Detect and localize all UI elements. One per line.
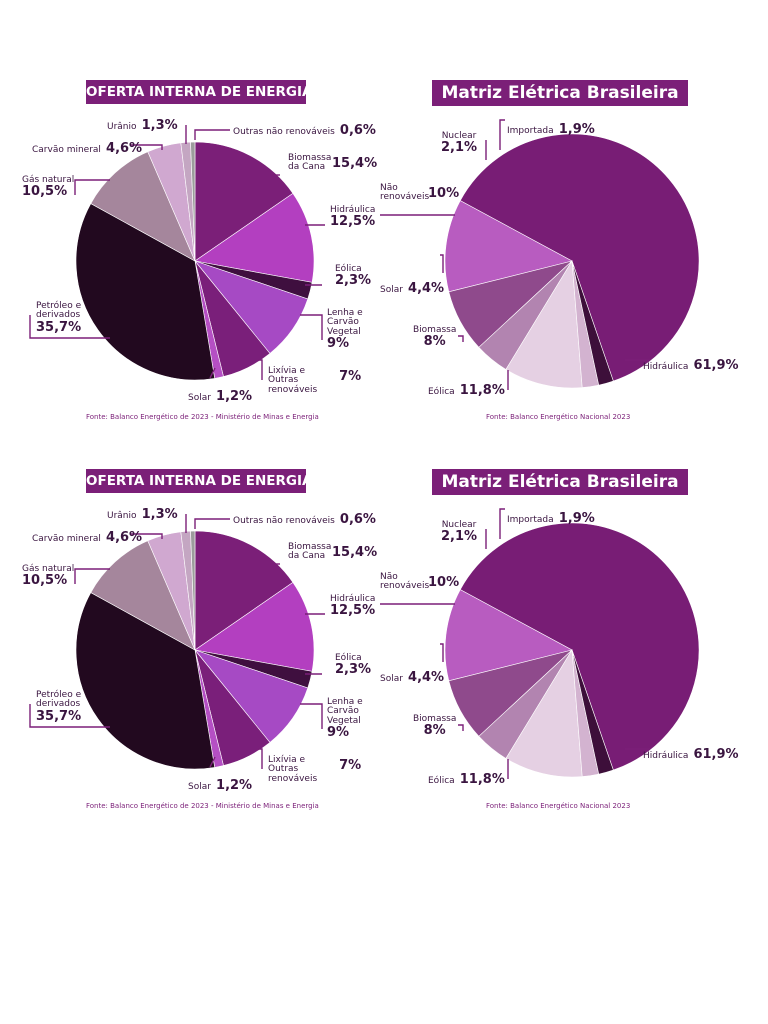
label-solar: Solar 1,2%	[188, 778, 253, 793]
meb-source: Fonte: Balanco Energético Nacional 2023	[486, 413, 631, 421]
meb-slice-importada	[571, 260, 614, 386]
label-solar-eletrica: Solar 4,4%	[380, 670, 445, 685]
label-eolica-eletrica: Eólica 11,8%	[428, 772, 505, 787]
oie-source: Fonte: Balanco Energético de 2023 - Mini…	[86, 413, 319, 421]
meb-slice-nao-renovaveis	[505, 649, 583, 778]
label-nuclear: Nuclear 2,1%	[441, 520, 478, 545]
label-eolica-eletrica: Eólica 11,8%	[428, 383, 505, 398]
label-lixivia: Lixívia e Outras renováveis 7%	[268, 366, 362, 395]
oie-slice-gas-natural	[90, 540, 196, 651]
label-lenha: Lenha e Carvão Vegetal 9%	[327, 308, 363, 352]
meb-source: Fonte: Balanco Energético Nacional 2023	[486, 802, 631, 810]
label-gas-natural: Gás natural 10,5%	[22, 564, 75, 589]
oie-chart-title: OFERTA INTERNA DE ENERGIA	[86, 80, 312, 104]
meb-slice-importada	[571, 649, 614, 775]
label-hidraulica: Hidráulica 12,5%	[330, 594, 376, 619]
oie-slice-biomassa-da-cana	[194, 530, 294, 651]
label-uranio: Urânio 1,3%	[107, 118, 178, 133]
meb-chart-title: Matriz Elétrica Brasileira	[432, 80, 688, 106]
oie-slice-hidraulica	[194, 581, 315, 672]
meb-slice-hidraulica	[459, 522, 700, 771]
label-gas-natural: Gás natural 10,5%	[22, 175, 75, 200]
label-outras-nao-renovaveis: Outras não renováveis 0,6%	[233, 512, 376, 527]
label-hidraulica: Hidráulica 12,5%	[330, 205, 376, 230]
oie-slice-biomassa-da-cana	[194, 141, 294, 262]
oie-slice-outras-nao-renovaveis	[190, 141, 196, 262]
label-hidraulica-eletrica: Hidráulica 61,9%	[643, 358, 739, 373]
pie-charts-svg	[29, 119, 700, 390]
label-lenha: Lenha e Carvão Vegetal 9%	[327, 697, 363, 741]
oie-slice-hidraulica	[194, 192, 315, 283]
oie-slice-petroleo-e-derivados	[75, 203, 216, 381]
label-lixivia: Lixívia e Outras renováveis 7%	[268, 755, 362, 784]
label-petroleo: Petróleo e derivados 35,7%	[36, 301, 82, 335]
chart-panel: OFERTA INTERNA DE ENERGIA Matriz Elétric…	[0, 80, 768, 460]
label-carvao-mineral: Carvão mineral 4,6%	[32, 141, 143, 156]
label-carvao-mineral: Carvão mineral 4,6%	[32, 530, 143, 545]
chart-panel: OFERTA INTERNA DE ENERGIA Matriz Elétric…	[0, 469, 768, 849]
label-biomassa-cana: Biomassa da Cana 15,4%	[288, 542, 378, 562]
oie-slice-outras-nao-renovaveis	[190, 530, 196, 651]
meb-slice-nao-renovaveis	[505, 260, 583, 389]
pie-charts-svg	[29, 508, 700, 779]
meb-chart-title: Matriz Elétrica Brasileira	[432, 469, 688, 495]
meb-slice-eolica	[444, 200, 573, 293]
oie-source: Fonte: Balanco Energético de 2023 - Mini…	[86, 802, 319, 810]
oie-chart-title: OFERTA INTERNA DE ENERGIA	[86, 469, 312, 493]
label-eolica: Eólica 2,3%	[335, 264, 372, 289]
label-solar: Solar 1,2%	[188, 389, 253, 404]
label-nuclear: Nuclear 2,1%	[441, 131, 478, 156]
label-petroleo: Petróleo e derivados 35,7%	[36, 690, 82, 724]
label-nao-renovaveis: Não renováveis10%	[380, 183, 460, 203]
label-uranio: Urânio 1,3%	[107, 507, 178, 522]
label-eolica: Eólica 2,3%	[335, 653, 372, 678]
label-solar-eletrica: Solar 4,4%	[380, 281, 445, 296]
label-outras-nao-renovaveis: Outras não renováveis 0,6%	[233, 123, 376, 138]
label-nao-renovaveis: Não renováveis10%	[380, 572, 460, 592]
oie-slice-gas-natural	[90, 151, 196, 262]
meb-slice-hidraulica	[459, 133, 700, 382]
label-importada: Importada 1,9%	[507, 122, 595, 137]
label-biomassa-cana: Biomassa da Cana 15,4%	[288, 153, 378, 173]
label-importada: Importada 1,9%	[507, 511, 595, 526]
label-hidraulica-eletrica: Hidráulica 61,9%	[643, 747, 739, 762]
meb-slice-eolica	[444, 589, 573, 682]
label-biomassa: Biomassa 8%	[413, 325, 457, 350]
oie-slice-petroleo-e-derivados	[75, 592, 216, 770]
label-biomassa: Biomassa 8%	[413, 714, 457, 739]
